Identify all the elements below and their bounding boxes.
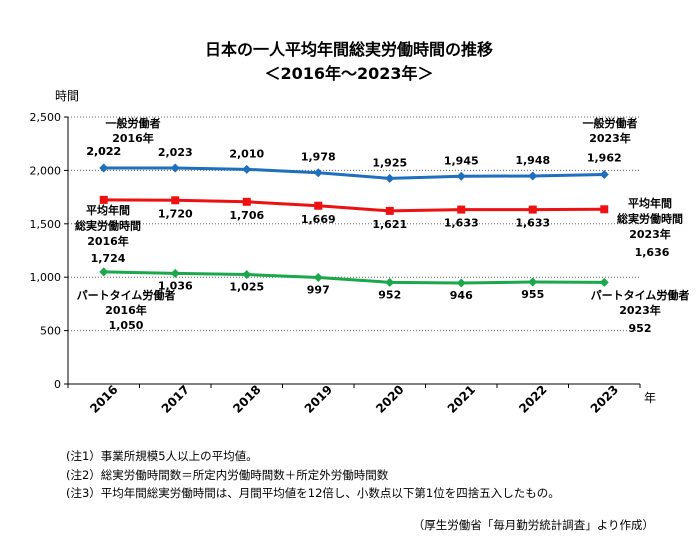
- general-marker: [528, 171, 538, 181]
- x-tick-label: 2016: [87, 382, 121, 416]
- parttime-marker: [170, 268, 180, 278]
- parttime-marker: [385, 277, 395, 287]
- general-marker: [385, 173, 395, 183]
- parttime-marker: [599, 277, 609, 287]
- average-marker: [457, 205, 466, 214]
- average-data-label: 1,636: [635, 246, 670, 259]
- average-marker: [600, 205, 609, 214]
- footnote-1: (注1）事業所規模5人以上の平均値。: [66, 449, 258, 463]
- parttime-data-label: 1,036: [158, 279, 193, 292]
- parttime-marker: [313, 273, 323, 283]
- general-marker: [456, 171, 466, 181]
- general-marker: [313, 168, 323, 178]
- parttime-marker: [242, 270, 252, 280]
- average-marker: [242, 197, 251, 206]
- general-data-label: 1,945: [444, 154, 479, 167]
- x-tick-label: 2021: [445, 382, 479, 416]
- parttime-data-label: 952: [629, 322, 652, 335]
- parttime-data-label: 997: [307, 284, 330, 297]
- average-marker: [99, 195, 108, 204]
- general-series-line: [103, 166, 605, 180]
- average-start-annotation: 総実労働時間: [75, 219, 141, 233]
- source-note: （厚生労働省「毎月勤労統計調査」より作成）: [412, 518, 654, 532]
- parttime-data-label: 946: [450, 289, 473, 302]
- average-start-annotation: 平均年間: [86, 203, 130, 217]
- x-axis-unit: 年: [644, 391, 656, 405]
- general-start-annotation: 一般労働者: [106, 116, 161, 130]
- parttime-marker: [528, 277, 538, 287]
- general-end-annotation: 一般労働者: [583, 116, 638, 130]
- general-data-label: 2,023: [158, 146, 193, 159]
- footnote-2: (注2）総実労働時間数＝所定内労働時間数＋所定外労働時間数: [66, 467, 389, 482]
- general-marker: [242, 164, 252, 174]
- footnote-3: (注3）平均年間総実労働時間は、月間平均値を12倍し、小数点以下第1位を四捨五入…: [66, 486, 560, 500]
- parttime-data-label: 955: [521, 288, 544, 301]
- x-tick-label: 2017: [159, 382, 193, 416]
- average-end-annotation: 2023年: [629, 227, 671, 241]
- general-data-label: 2,022: [86, 145, 121, 158]
- y-tick-label: 1,000: [30, 271, 62, 284]
- average-series-line: [103, 198, 605, 213]
- parttime-start-annotation: パートタイム労働者: [77, 288, 176, 302]
- parttime-end-annotation: 2023年: [619, 303, 661, 317]
- general-marker: [99, 163, 109, 173]
- y-axis-title: 時間: [55, 89, 79, 103]
- chart-title: 日本の一人平均年間総実労働時間の推移: [204, 40, 493, 59]
- general-data-label: 2,022: [86, 145, 121, 158]
- average-data-label: 1,720: [158, 207, 193, 220]
- general-data-label: 2,010: [229, 147, 264, 160]
- y-tick-label: 500: [40, 325, 61, 338]
- average-data-label: 1,706: [229, 209, 264, 222]
- general-start-annotation: 2016年: [112, 131, 154, 145]
- average-marker: [528, 205, 537, 214]
- average-end-annotation: 平均年間: [628, 196, 672, 210]
- average-marker: [171, 196, 180, 205]
- general-marker: [170, 163, 180, 173]
- average-data-label: 1,669: [301, 213, 336, 226]
- average-start-annotation: 2016年: [87, 234, 129, 248]
- y-tick-label: 0: [54, 378, 61, 391]
- average-marker: [385, 206, 394, 215]
- average-data-label: 1,633: [444, 217, 479, 230]
- chart-subtitle: ＜2016年～2023年＞: [264, 64, 434, 83]
- general-data-label: 1,962: [587, 151, 622, 164]
- general-marker: [599, 169, 609, 179]
- general-data-label: 1,978: [301, 151, 336, 164]
- average-marker: [314, 201, 323, 210]
- x-tick-label: 2020: [373, 382, 407, 416]
- parttime-marker: [99, 267, 109, 277]
- x-tick-label: 2018: [230, 382, 264, 416]
- footnotes: (注1）事業所規模5人以上の平均値。 (注2）総実労働時間数＝所定内労働時間数＋…: [66, 447, 560, 503]
- y-tick-label: 1,500: [30, 218, 62, 231]
- x-tick-label: 2023: [588, 382, 622, 416]
- parttime-start-annotation: 2016年: [105, 303, 147, 317]
- parttime-data-label: 1,025: [229, 281, 264, 294]
- average-data-label: 1,724: [91, 252, 126, 265]
- parttime-data-label: 952: [378, 288, 401, 301]
- parttime-series-line: [103, 270, 605, 285]
- parttime-data-label: 1,050: [109, 319, 144, 332]
- y-tick-label: 2,000: [30, 164, 62, 177]
- parttime-marker: [456, 278, 466, 288]
- general-data-label: 1,948: [515, 154, 550, 167]
- general-data-label: 1,925: [372, 156, 407, 169]
- x-tick-label: 2019: [302, 382, 336, 416]
- average-end-annotation: 総実労働時間: [617, 212, 683, 226]
- parttime-end-annotation: パートタイム労働者: [591, 288, 690, 302]
- average-data-label: 1,633: [515, 217, 550, 230]
- x-tick-label: 2022: [516, 382, 550, 416]
- average-data-label: 1,621: [372, 218, 407, 231]
- general-end-annotation: 2023年: [589, 131, 631, 145]
- y-tick-label: 2,500: [30, 111, 62, 124]
